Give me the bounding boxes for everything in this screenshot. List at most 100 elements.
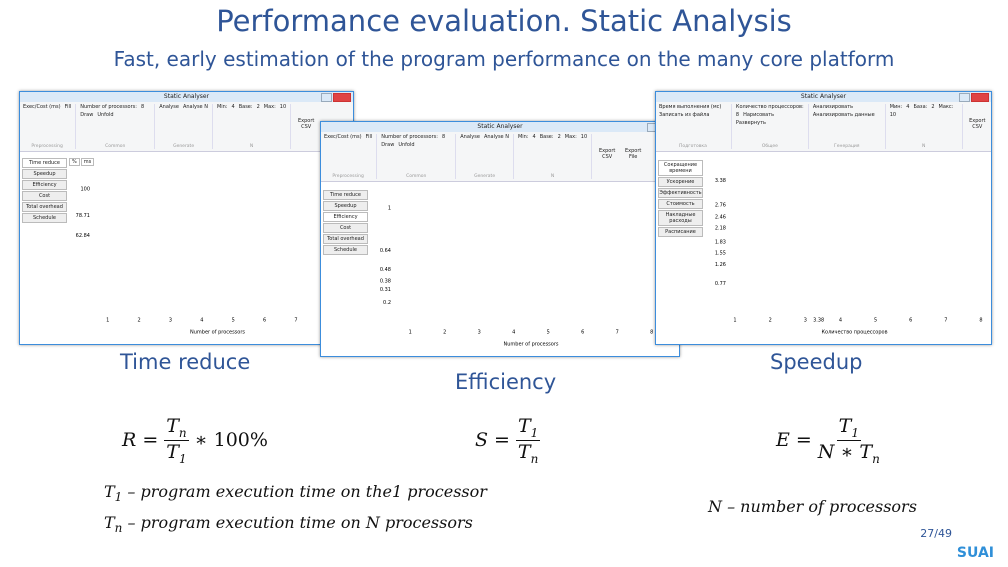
x-tick-label: 3.38 [813,318,824,324]
y-tick-label: 78.71 [76,213,90,219]
ribbon-item[interactable]: База: [913,104,928,110]
maximize[interactable] [959,93,970,102]
tab[interactable]: Накладные расходы [658,210,703,226]
ribbon-item[interactable]: Analyse N [182,104,208,110]
subscript: n [178,425,187,440]
y-tick-label: 1.55 [715,250,726,256]
tab[interactable]: Time reduce [323,190,368,200]
ribbon-item[interactable]: Unfold [97,112,114,118]
ribbon-item[interactable]: Анализировать данные [812,112,875,118]
fraction-den: N ∗ Tn [818,441,880,466]
ribbon-item[interactable]: Min: [517,134,529,140]
export-button[interactable]: Export File [624,148,642,160]
ribbon-item[interactable]: Base: [238,104,253,110]
window: Static Analyser Exec/Cost (ms) Fill Preproc… [19,91,354,345]
ribbon-item[interactable]: 8 [441,134,446,140]
ribbon-item[interactable]: Draw [381,142,395,148]
group-label: N [249,144,254,149]
group-items: Мин: 4 База: 2 Макс: 10 [890,104,958,118]
ribbon-item[interactable]: 2 [557,134,561,140]
tab[interactable]: Cost [323,223,368,233]
export-button[interactable]: Export CSV [297,118,315,130]
y-tick-label: 3.38 [715,178,726,184]
tab[interactable]: Total overhead [22,202,67,212]
ribbon-item[interactable]: Max: [263,104,276,110]
symbol: T [517,440,531,463]
ribbon-item[interactable]: Количество процессоров: [735,104,804,110]
tab[interactable]: Total overhead [323,234,368,244]
minimize[interactable] [310,93,319,100]
ribbon-group: Number of processors: 8 Draw Unfold Common [80,104,156,149]
group-label: Generate [173,144,195,149]
tab[interactable]: Speedup [323,201,368,211]
unit-toggle[interactable]: % [69,158,80,166]
ribbon-item[interactable]: 4 [906,104,910,110]
tab[interactable]: Efficiency [323,212,368,222]
ribbon-item[interactable]: Нарисовать [743,112,775,118]
ribbon-item[interactable]: Fill [365,134,373,140]
symbol: T [104,482,115,501]
ribbon-item[interactable]: 2 [931,104,935,110]
ribbon-item[interactable]: Number of processors: [80,104,137,110]
group-label: Preprocessing [31,144,63,149]
group-items: Min: 4 Base: 2 Max: 10 [217,104,286,110]
ribbon-item[interactable]: Анализировать [812,104,854,110]
tab[interactable]: Эффективность [658,188,703,198]
minimize[interactable] [948,93,957,100]
fraction: T1 Tn [515,415,541,466]
ribbon-item[interactable]: Analyse [159,104,179,110]
ribbon-item[interactable]: 10 [889,112,897,118]
ribbon-item[interactable]: Записать из файла [659,112,710,118]
tab[interactable]: Стоимость [658,199,703,209]
tab[interactable]: Schedule [22,213,67,223]
tab[interactable]: Schedule [323,245,368,255]
tab[interactable]: Сокращение времени [658,160,703,176]
ribbon-item[interactable]: 4 [532,134,536,140]
group-items: Анализировать Анализировать данные [813,104,881,118]
maximize[interactable] [321,93,332,102]
ribbon-item[interactable]: Время выполнения (мс) [659,104,722,110]
ribbon-item[interactable]: 8 [735,112,740,118]
tab[interactable]: Расписание [658,227,703,237]
x-tick-label: 6 [909,318,912,324]
x-tick-label: 5 [547,330,550,336]
export-button[interactable]: Export CSV [969,118,986,130]
ribbon-item[interactable]: Analyse [460,134,480,140]
ribbon-item[interactable]: Развернуть [735,120,766,126]
ribbon-item[interactable]: Мин: [889,104,903,110]
close[interactable] [971,93,989,102]
ribbon-item[interactable]: Max: [564,134,577,140]
ribbon-item[interactable]: Draw [80,112,94,118]
tab[interactable]: Cost [22,191,67,201]
tab[interactable]: Time reduce [22,158,67,168]
tab[interactable]: Ускорение [658,177,703,187]
chart: 1 0.64 0.48 0.38 0.31 0.2 1 2 3 4 5 6 7 8 Number of pr… [380,205,653,347]
ribbon-item[interactable]: Number of processors: [381,134,438,140]
ribbon-item[interactable]: Exec/Cost (ms) [324,134,362,140]
ribbon-item[interactable]: 10 [580,134,588,140]
ribbon-item[interactable]: 10 [279,104,287,110]
ribbon-item[interactable]: Unfold [398,142,415,148]
unit-toggle[interactable]: ms [80,158,95,166]
ribbon-item[interactable]: Макс: [938,104,954,110]
x-axis-label: Количество процессоров [821,330,887,336]
y-tick-label: 62.84 [76,233,90,239]
ribbon-item[interactable]: 2 [256,104,260,110]
tab[interactable]: Speedup [22,169,67,179]
note: N – number of processors [708,497,917,516]
ribbon-item[interactable]: Min: [216,104,228,110]
ribbon-item[interactable]: Base: [539,134,554,140]
ribbon: Exec/Cost (ms) Fill Preprocessing Number of… [20,102,353,152]
tab[interactable]: Efficiency [22,180,67,190]
ribbon-item[interactable]: Exec/Cost (ms) [23,104,61,110]
y-tick-label: 0.2 [383,300,391,306]
export-button[interactable]: Export CSV [598,148,616,160]
ribbon-item[interactable]: 8 [140,104,145,110]
ribbon-item[interactable]: Analyse N [483,134,509,140]
close[interactable] [333,93,351,102]
symbol: N ∗ T [817,440,873,463]
logo: SUAI [956,545,994,561]
minimize[interactable] [636,123,645,130]
ribbon-item[interactable]: 4 [231,104,235,110]
ribbon-item[interactable]: Fill [64,104,72,110]
